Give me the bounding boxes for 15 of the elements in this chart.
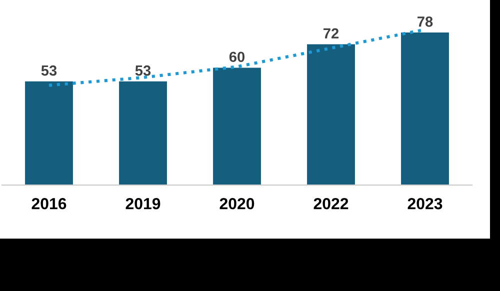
data-label: 53 [135, 65, 151, 76]
bar [213, 68, 261, 186]
bar [25, 81, 73, 186]
data-label: 60 [229, 52, 245, 62]
x-tick-label: 2019 [126, 198, 160, 210]
x-tick-label: 2020 [220, 198, 254, 210]
bar [119, 81, 167, 186]
x-tick-label: 2016 [32, 198, 66, 210]
bar [307, 44, 355, 186]
x-tick-label: 2023 [408, 198, 442, 210]
data-label: 78 [418, 16, 433, 27]
x-tick-label: 2022 [314, 198, 348, 210]
bar [401, 32, 449, 186]
data-label: 53 [41, 65, 57, 76]
data-label: 72 [324, 28, 339, 38]
